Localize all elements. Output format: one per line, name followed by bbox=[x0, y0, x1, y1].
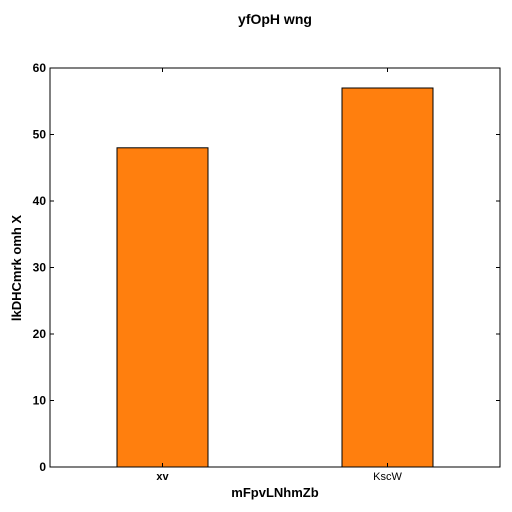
x-tick-label: KscW bbox=[373, 471, 402, 483]
plot-area: 0 10 20 30 40 50 60 xv KscW bbox=[33, 61, 501, 483]
y-tick-label: 20 bbox=[33, 327, 47, 341]
bar-xv bbox=[116, 147, 209, 468]
y-axis-ticks: 0 10 20 30 40 50 60 bbox=[33, 61, 500, 474]
bar-KscW bbox=[341, 87, 434, 468]
y-tick-label: 40 bbox=[33, 194, 47, 208]
y-tick-label: 0 bbox=[39, 460, 46, 474]
x-tick-label: xv bbox=[156, 471, 169, 483]
y-tick-label: 10 bbox=[33, 394, 47, 408]
x-axis-ticks: xv KscW bbox=[156, 68, 402, 483]
bars bbox=[116, 87, 434, 468]
y-axis-label: lkDHCmrk omh X bbox=[9, 215, 24, 322]
y-tick-label: 30 bbox=[33, 261, 47, 275]
y-tick-label: 50 bbox=[33, 128, 47, 142]
y-tick-label: 60 bbox=[33, 61, 47, 75]
chart-title: yfOpH wng bbox=[238, 11, 312, 27]
x-axis-label: mFpvLNhmZb bbox=[231, 485, 318, 500]
